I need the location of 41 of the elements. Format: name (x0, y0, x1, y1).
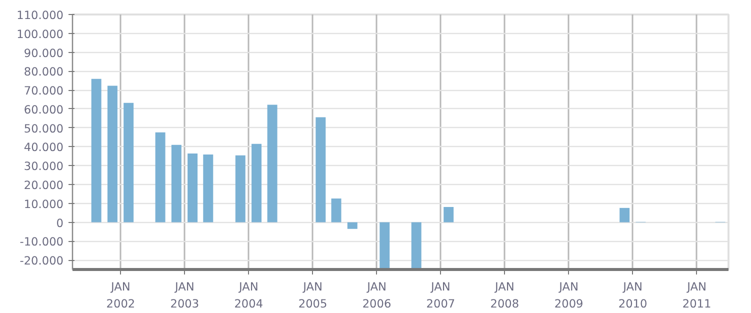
bar (107, 86, 118, 222)
y-tick-label: 100.000 (16, 26, 64, 41)
x-tick-label: JAN 2009 (554, 280, 584, 310)
bar (124, 102, 134, 222)
y-tick-label: 80.000 (24, 64, 64, 79)
y-tick-label: 110.000 (16, 8, 64, 22)
bar (620, 208, 630, 222)
y-tick-label: 20.000 (24, 178, 64, 192)
x-tick-label: JAN 2004 (234, 280, 264, 310)
bar (316, 117, 326, 222)
y-tick-label: 30.000 (24, 159, 64, 174)
bar (267, 104, 278, 222)
x-tick-label: JAN 2011 (682, 280, 712, 310)
x-tick-label: JAN 2010 (618, 280, 648, 310)
y-tick-label: -10.000 (20, 234, 64, 249)
bar (91, 78, 102, 222)
y-tick-label: 50.000 (24, 121, 64, 136)
bar (347, 222, 358, 229)
y-tick-label: 40.000 (24, 140, 64, 154)
bar (155, 132, 166, 222)
y-tick-label: 90.000 (24, 46, 64, 60)
x-tick-label: JAN 2005 (298, 280, 328, 310)
x-tick-label: JAN 2006 (362, 280, 392, 310)
x-tick-label: JAN 2002 (106, 280, 136, 310)
bar (444, 206, 454, 222)
x-tick-label: JAN 2008 (490, 280, 520, 310)
bar (203, 154, 214, 222)
bar (380, 222, 390, 268)
x-tick-label: JAN 2003 (170, 280, 200, 310)
bar (252, 144, 262, 222)
bar (171, 144, 182, 222)
x-tick-label: JAN 2007 (426, 280, 456, 310)
bar (411, 222, 422, 270)
bar (188, 154, 198, 222)
y-tick-label: 0 (56, 216, 64, 230)
y-tick-label: 70.000 (24, 84, 64, 98)
bar (235, 155, 246, 222)
y-tick-label: 60.000 (24, 102, 64, 116)
bar (331, 198, 342, 222)
y-tick-label: 10.000 (24, 196, 64, 211)
y-tick-label: -20.000 (20, 254, 64, 268)
